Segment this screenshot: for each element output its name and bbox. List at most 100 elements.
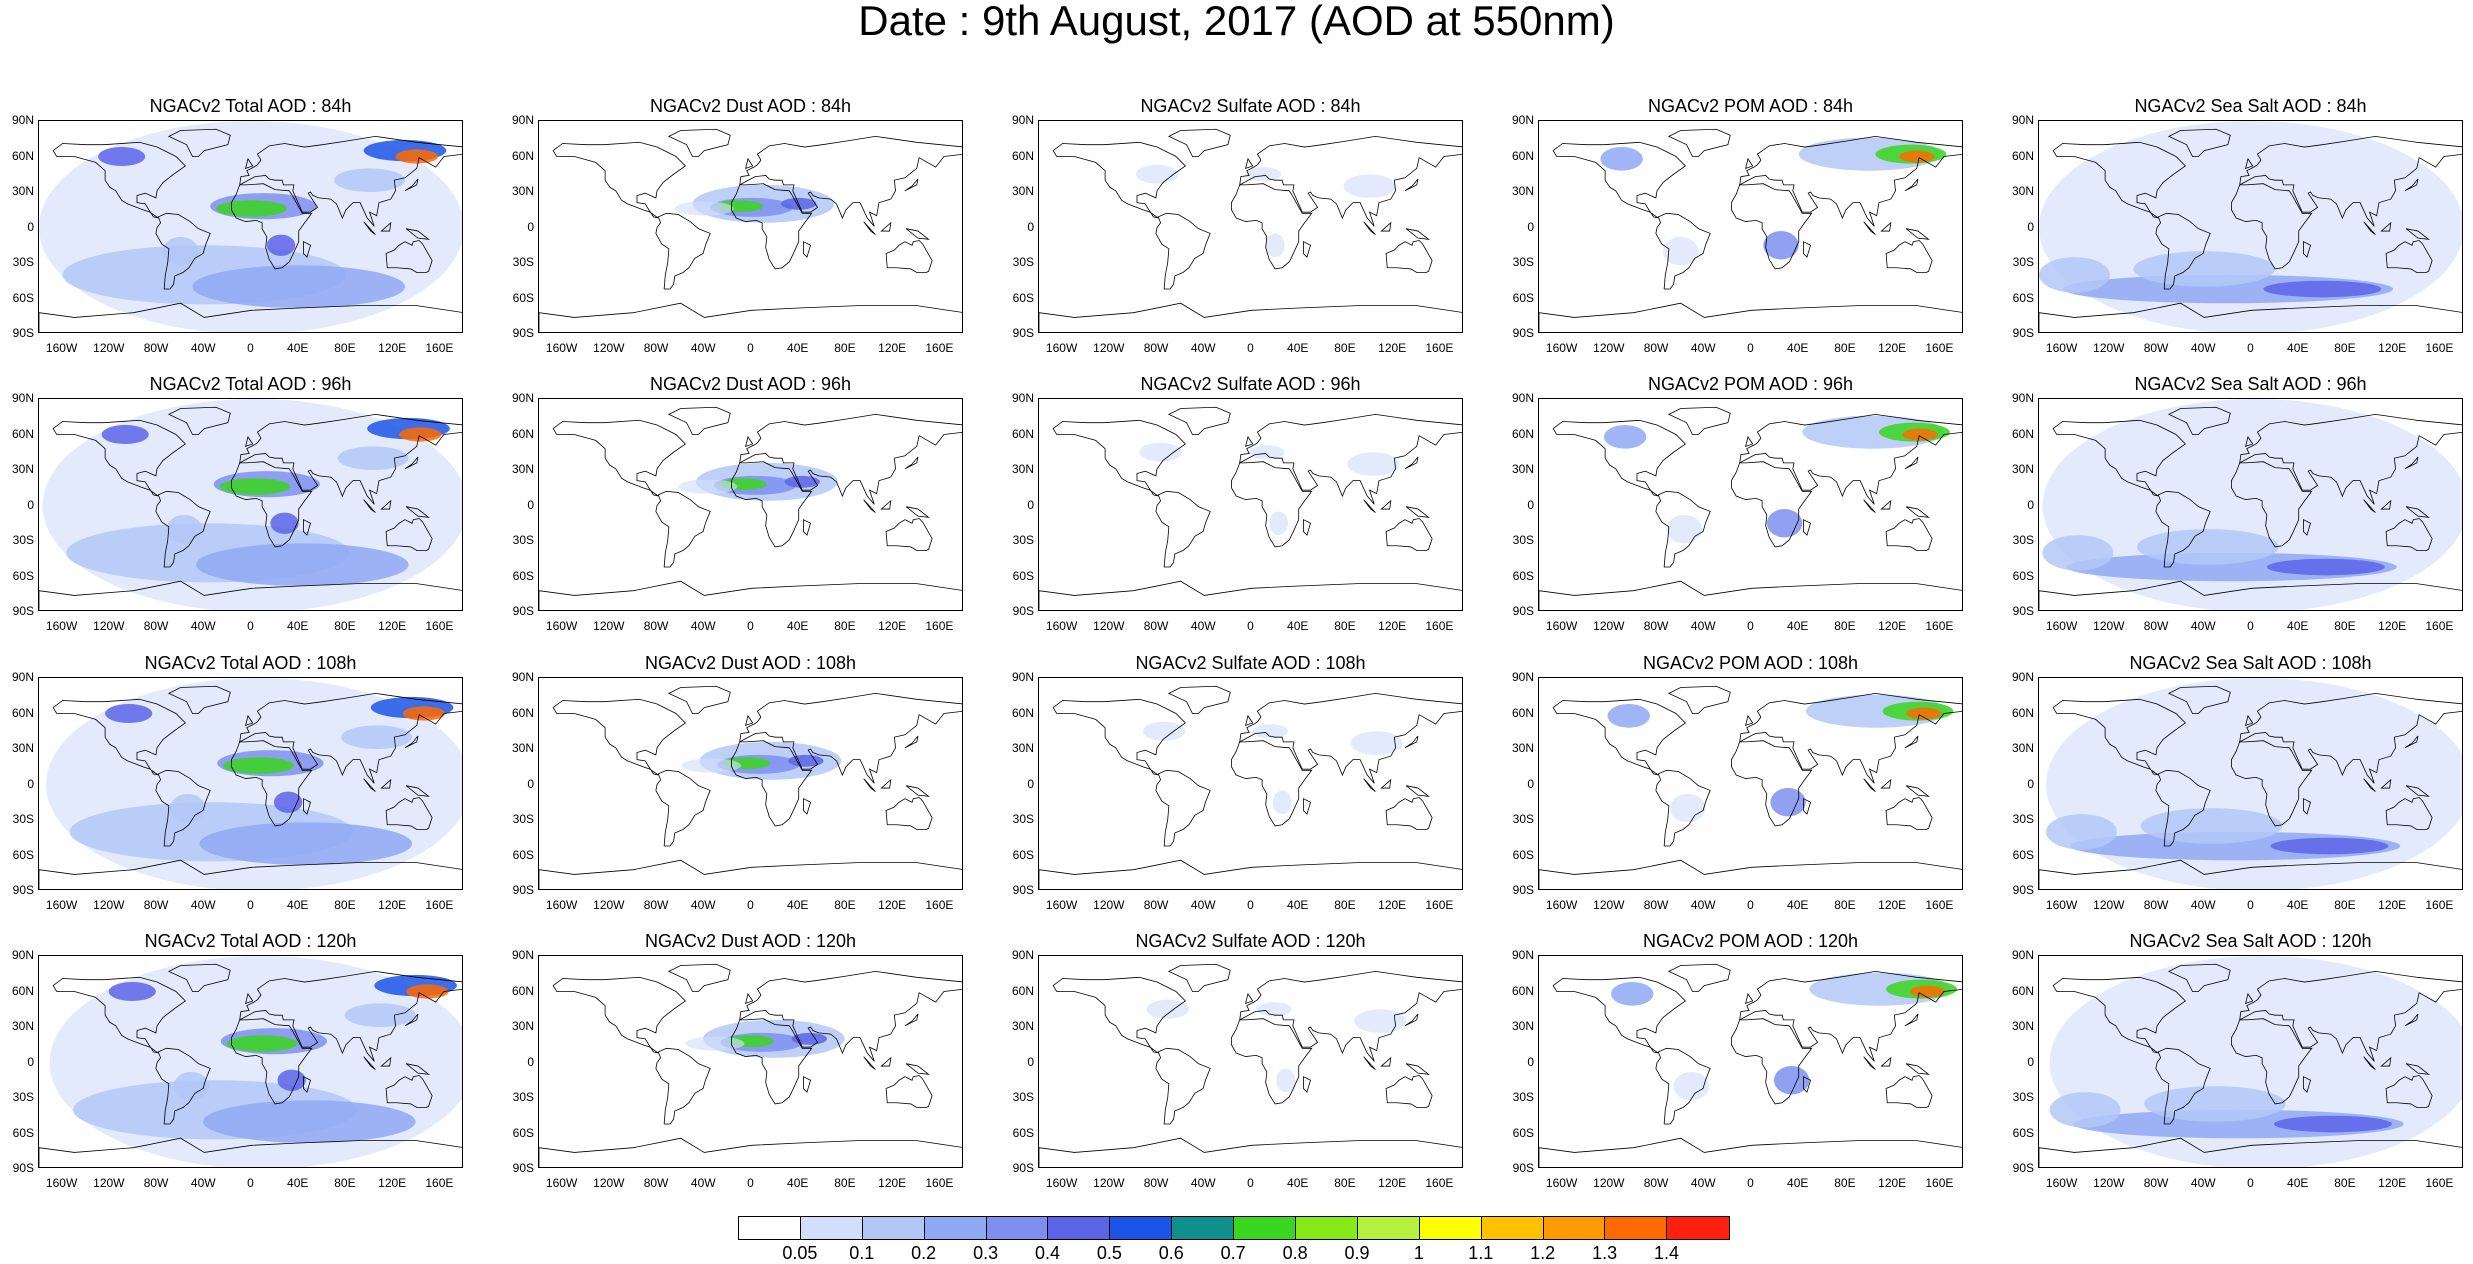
coastline (1803, 519, 1812, 536)
lon-tick-label: 80W (643, 898, 669, 912)
lon-tick-label: 40E (287, 898, 309, 912)
coastline (1731, 740, 1813, 827)
coastline (539, 1137, 962, 1167)
coastline (863, 778, 876, 792)
lat-tick-label: 90S (512, 326, 534, 340)
coastline (1380, 499, 1392, 510)
coastline (231, 461, 313, 548)
lon-tick-label: 80E (2334, 341, 2356, 355)
lat-tick-label: 90S (2012, 326, 2034, 340)
lat-tick-label: 30N (1011, 741, 1034, 755)
coastline (2155, 1047, 2211, 1125)
lon-tick-label: 40E (787, 898, 809, 912)
coastline (2405, 1063, 2430, 1075)
coastline (667, 406, 731, 435)
coastline (904, 735, 919, 749)
coastline (655, 490, 711, 568)
lon-tick-label: 40E (1287, 898, 1309, 912)
lon-tick-label: 80W (1143, 1176, 1169, 1190)
map-svg (39, 956, 462, 1167)
aod-shading (399, 427, 442, 442)
lat-tick-label: 60N (1511, 426, 1534, 441)
lon-tick-label: 40E (1787, 1176, 1809, 1190)
lon-tick-label: 80W (1143, 341, 1169, 355)
coastline (2363, 221, 2376, 235)
coastline (1231, 461, 1313, 548)
coastline (1539, 580, 1962, 610)
coastline (303, 241, 312, 258)
aod-shading (219, 478, 291, 495)
lat-tick-label: 90S (1512, 604, 1534, 618)
lon-tick-label: 80E (834, 619, 856, 633)
coastline (1405, 506, 1430, 518)
aod-shading (341, 725, 413, 749)
panel-title: NGACv2 Total AOD : 120h (144, 931, 357, 951)
lat-tick-label: 90S (1012, 883, 1034, 897)
coastline (1239, 970, 1462, 1062)
coastline (385, 797, 433, 830)
lon-tick-label: 80W (1643, 619, 1669, 633)
lat-tick-label: 30S (1012, 1090, 1034, 1104)
aod-shading (2039, 257, 2110, 293)
lat-tick-label: 0 (1027, 1054, 1034, 1069)
coastline (1167, 685, 1231, 714)
lat-tick-label: 30S (2012, 1090, 2034, 1104)
lon-tick-label: 120E (878, 898, 907, 912)
coastline (231, 740, 313, 827)
lon-tick-label: 80E (2334, 898, 2356, 912)
coastline (1863, 1056, 1876, 1070)
lon-tick-label: 80W (2143, 898, 2169, 912)
lat-tick-label: 0 (2027, 219, 2034, 234)
lat-tick-label: 60N (2011, 983, 2034, 998)
coastline (1904, 178, 1919, 192)
colorbar-box (1048, 1217, 1111, 1239)
lat-tick-label: 30N (2011, 462, 2034, 476)
coastline (245, 435, 254, 447)
lon-tick-label: 0 (1747, 898, 1754, 912)
lon-tick-label: 160E (425, 1176, 454, 1190)
lon-tick-label: 160W (2045, 341, 2078, 355)
coastline (1039, 1137, 1462, 1167)
coastline (404, 178, 419, 192)
colorbar-label: 0.7 (1220, 1243, 1246, 1263)
coastline (1539, 859, 1962, 889)
lat-tick-label: 30S (1512, 533, 1534, 547)
lon-tick-label: 80W (143, 1176, 169, 1190)
panel-title: NGACv2 Sulfate AOD : 108h (1135, 653, 1366, 673)
coastline (1731, 461, 1813, 548)
coastline (1363, 778, 1376, 792)
lat-tick-label: 60S (1512, 847, 1534, 862)
lon-tick-label: 80E (1834, 341, 1856, 355)
coastline (1167, 128, 1231, 157)
coastline (880, 778, 892, 789)
coastline (1880, 778, 1892, 789)
map-svg (1039, 685, 1462, 889)
aod-shading (1135, 164, 1179, 184)
lat-tick-label: 30S (512, 533, 534, 547)
lat-tick-label: 0 (527, 776, 534, 791)
coastline (885, 240, 933, 273)
colorbar-label: 0.1 (849, 1243, 875, 1263)
lon-tick-label: 120W (93, 1176, 125, 1190)
coastline (385, 1075, 433, 1108)
coastline (904, 456, 919, 470)
lon-tick-label: 120W (93, 341, 125, 355)
aod-shading (674, 201, 734, 216)
map-panel-dust-120h (538, 955, 963, 1168)
coastline (1655, 212, 1711, 290)
lon-tick-label: 0 (1247, 1176, 1254, 1190)
lon-tick-label: 0 (2247, 898, 2254, 912)
lon-tick-label: 0 (1747, 341, 1754, 355)
coastline (404, 456, 419, 470)
lon-tick-label: 80E (1834, 619, 1856, 633)
coastline (231, 1018, 313, 1105)
lat-tick-label: 90N (2011, 670, 2034, 684)
aod-shading (406, 984, 449, 999)
coastline (52, 141, 187, 219)
coastline (2239, 970, 2462, 1062)
aod-shading (788, 754, 824, 767)
lon-tick-label: 120E (378, 1176, 407, 1190)
figure-title: Date : 9th August, 2017 (AOD at 550nm) (858, 0, 1615, 44)
coastline (1405, 785, 1430, 797)
lat-tick-label: 60S (1512, 1125, 1534, 1140)
